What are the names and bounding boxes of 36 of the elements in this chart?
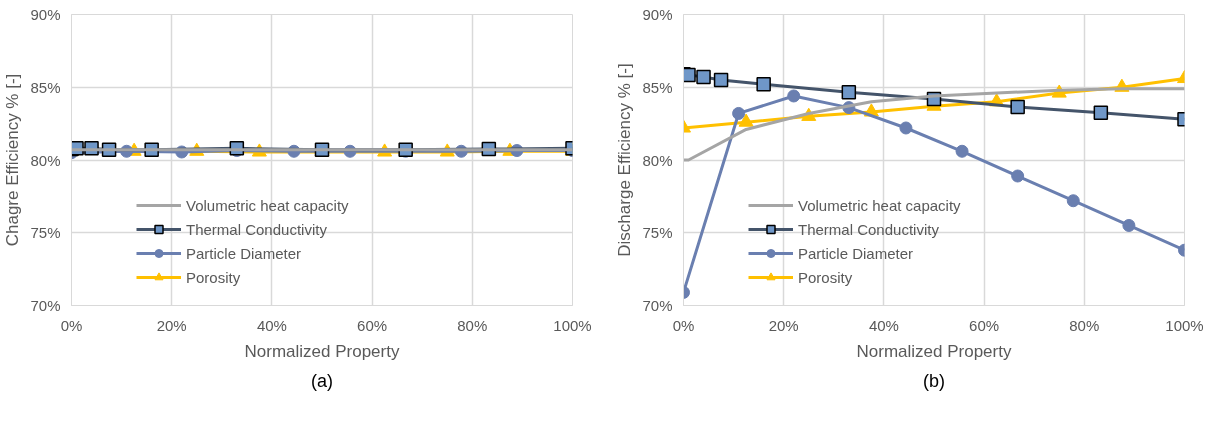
x-tick-label: 60% [357,316,388,334]
x-tick-label: 80% [1069,316,1100,334]
y-tick-label: 75% [30,224,61,242]
x-axis-title: Normalized Property [244,341,400,361]
legend-label: Thermal Conductivity [186,220,327,238]
x-tick-label: 40% [868,316,899,334]
x-tick-label: 20% [156,316,187,334]
legend-label: Volumetric heat capacity [798,196,961,214]
x-axis-title: Normalized Property [856,341,1012,361]
legend-label: Porosity [798,268,853,286]
y-tick-label: 85% [30,78,61,96]
y-tick-label: 90% [30,6,61,23]
legend-label: Particle Diameter [798,244,914,262]
x-tick-label: 100% [1165,316,1204,334]
legend-label: Volumetric heat capacity [186,196,349,214]
x-tick-label: 0% [60,316,83,334]
y-tick-label: 70% [642,297,673,314]
text: (a) [311,370,333,391]
y-tick-label: 80% [642,151,673,169]
y-axis-title: Chagre Efficiency % [-] [3,73,23,247]
x-tick-label: 80% [457,316,488,334]
y-tick-label: 75% [642,224,673,242]
y-tick-label: 90% [642,6,673,23]
x-tick-label: 60% [969,316,1000,334]
y-tick-label: 80% [30,151,61,169]
y-tick-label: 85% [642,78,673,96]
legend-label: Porosity [186,268,241,286]
legend-label: Particle Diameter [186,244,302,262]
y-axis-title: Discharge Efficiency % [-] [615,63,635,257]
x-tick-label: 100% [553,316,592,334]
y-tick-label: 70% [30,297,61,314]
legend-label: Thermal Conductivity [798,220,939,238]
x-tick-label: 20% [768,316,799,334]
x-tick-label: 40% [256,316,287,334]
text: (b) [923,370,945,391]
x-tick-label: 0% [672,316,695,334]
